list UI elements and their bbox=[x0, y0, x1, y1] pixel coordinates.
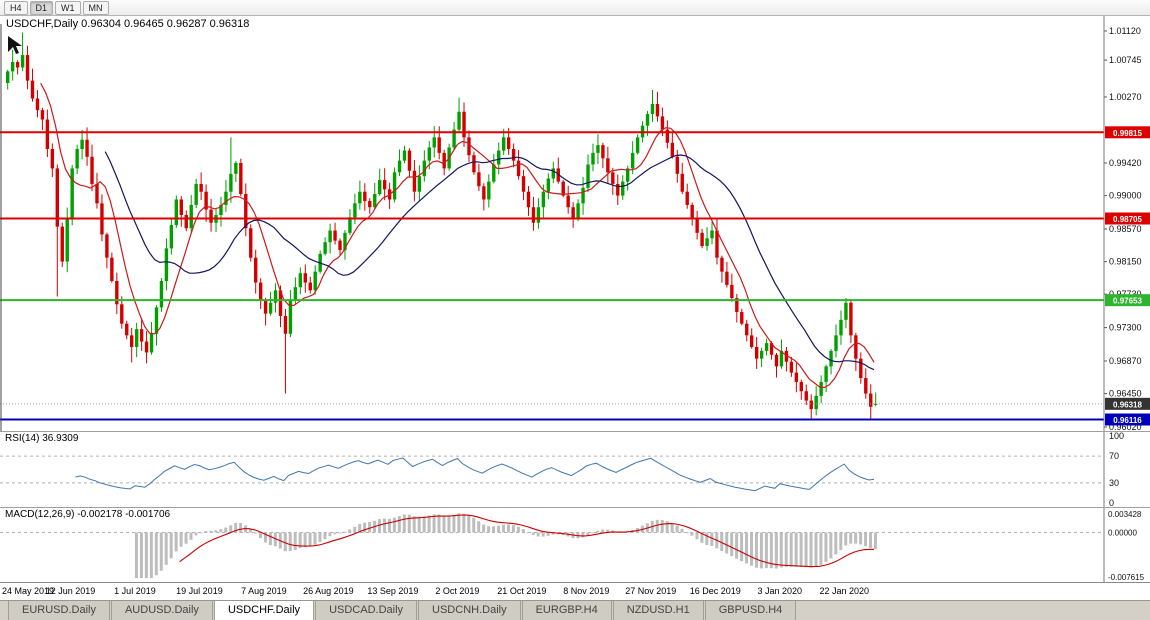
chart-tabs-bar: EURUSD.Daily AUDUSD.Daily USDCHF.Daily USDC… bbox=[0, 600, 1150, 620]
time-axis-label: 13 Sep 2019 bbox=[367, 586, 419, 596]
main-chart-panel: 1.01120 1.00745 1.00270 0.99420 0.99000 0.985… bbox=[0, 16, 1150, 431]
rsi-panel: 100 70 30 0 RSI(14) 36.9309 bbox=[0, 431, 1150, 507]
chart-tab-usdcad-daily[interactable]: USDCAD.Daily bbox=[315, 601, 418, 620]
time-axis-label: 1 Jul 2019 bbox=[114, 586, 156, 596]
time-axis-label: 16 Dec 2019 bbox=[689, 586, 741, 596]
svg-text:0.96318: 0.96318 bbox=[1113, 400, 1142, 409]
svg-text:0.97300: 0.97300 bbox=[1109, 323, 1142, 333]
time-axis: 24 May 2019 12 Jun 2019 1 Jul 2019 19 Jul 2… bbox=[0, 582, 1150, 600]
timeframe-button-d1[interactable]: D1 bbox=[29, 0, 54, 15]
svg-text:30: 30 bbox=[1109, 478, 1119, 488]
time-axis-label: 12 Jun 2019 bbox=[45, 586, 96, 596]
chart-tab-audusd-daily[interactable]: AUDUSD.Daily bbox=[110, 601, 213, 620]
svg-text:0.98570: 0.98570 bbox=[1109, 224, 1142, 234]
macd-panel: 0.003428 0.00000 -0.007615 MACD(12,26,9) -… bbox=[0, 507, 1150, 582]
svg-text:0.96116: 0.96116 bbox=[1113, 416, 1142, 425]
time-axis-label: 2 Oct 2019 bbox=[435, 586, 480, 596]
candlestick-chart[interactable]: 1.01120 1.00745 1.00270 0.99420 0.99000 0.985… bbox=[0, 16, 1150, 431]
svg-text:0.96870: 0.96870 bbox=[1109, 356, 1142, 366]
time-axis-label: 27 Nov 2019 bbox=[625, 586, 677, 596]
svg-text:0.00000: 0.00000 bbox=[1108, 528, 1137, 537]
svg-text:0.96450: 0.96450 bbox=[1109, 389, 1142, 399]
time-axis-label: 21 Oct 2019 bbox=[497, 586, 547, 596]
timeframe-button-w1[interactable]: W1 bbox=[55, 0, 81, 15]
time-axis-label: 7 Aug 2019 bbox=[241, 586, 287, 596]
chart-tab-usdcnh-daily[interactable]: USDCNH.Daily bbox=[418, 601, 521, 620]
chart-tab-eurgbp-h4[interactable]: EURGBP.H4 bbox=[521, 601, 612, 620]
time-axis-label: 19 Jul 2019 bbox=[176, 586, 223, 596]
svg-text:0.99420: 0.99420 bbox=[1109, 158, 1142, 168]
svg-text:0.003428: 0.003428 bbox=[1108, 510, 1142, 519]
timeframe-button-mn[interactable]: MN bbox=[82, 0, 109, 15]
svg-text:1.01120: 1.01120 bbox=[1109, 26, 1141, 36]
svg-text:70: 70 bbox=[1109, 451, 1119, 461]
rsi-indicator-chart[interactable]: 100 70 30 0 bbox=[0, 432, 1150, 507]
timeframe-toolbar: H4 D1 W1 MN bbox=[0, 0, 1150, 16]
cursor-arrow-icon bbox=[8, 36, 22, 54]
svg-text:1.00745: 1.00745 bbox=[1109, 55, 1142, 65]
time-axis-label: 22 Jan 2020 bbox=[819, 586, 870, 596]
svg-text:0.99000: 0.99000 bbox=[1109, 191, 1142, 201]
svg-text:-0.007615: -0.007615 bbox=[1108, 573, 1145, 582]
time-axis-label: 8 Nov 2019 bbox=[563, 586, 610, 596]
svg-text:100: 100 bbox=[1109, 432, 1124, 441]
time-axis-label: 3 Jan 2020 bbox=[757, 586, 803, 596]
svg-text:0.96020: 0.96020 bbox=[1109, 422, 1142, 431]
chart-tab-eurusd-daily[interactable]: EURUSD.Daily bbox=[8, 601, 110, 620]
svg-text:0.99815: 0.99815 bbox=[1113, 129, 1142, 138]
chart-tab-usdchf-daily[interactable]: USDCHF.Daily bbox=[213, 601, 315, 620]
chart-tab-gbpusd-h4[interactable]: GBPUSD.H4 bbox=[704, 601, 797, 620]
chart-tab-nzdusd-h1[interactable]: NZDUSD.H1 bbox=[612, 601, 704, 620]
svg-text:0: 0 bbox=[1109, 498, 1114, 507]
svg-text:0.98705: 0.98705 bbox=[1113, 215, 1142, 224]
time-axis-label: 26 Aug 2019 bbox=[303, 586, 354, 596]
svg-text:0.97653: 0.97653 bbox=[1113, 297, 1142, 306]
timeframe-button-h4[interactable]: H4 bbox=[4, 0, 28, 15]
time-axis-label: 24 May 2019 bbox=[2, 586, 55, 596]
macd-indicator-chart[interactable]: 0.003428 0.00000 -0.007615 bbox=[0, 508, 1150, 582]
svg-text:0.98150: 0.98150 bbox=[1109, 257, 1142, 267]
svg-text:1.00270: 1.00270 bbox=[1109, 92, 1142, 102]
